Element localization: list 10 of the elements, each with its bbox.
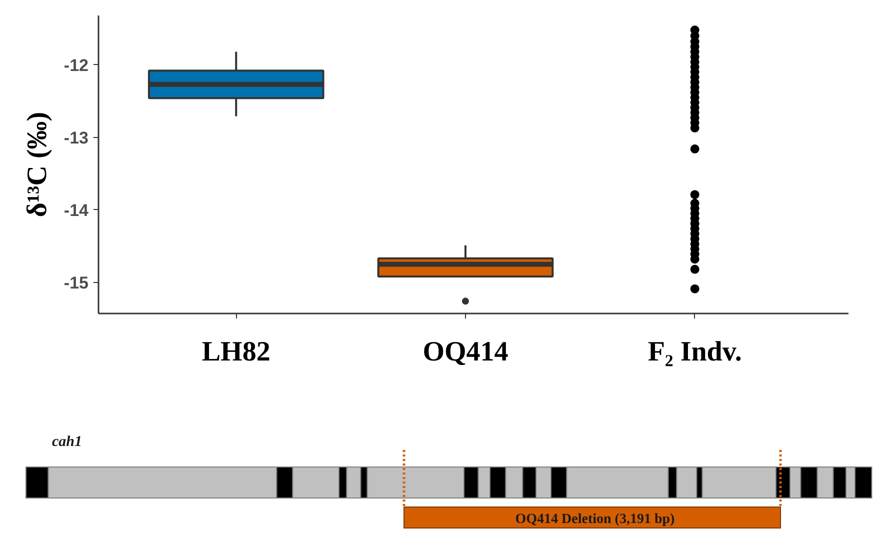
y-tick-label: -12 — [64, 56, 89, 75]
text: OQ414 Deletion (3,191 bp) — [515, 512, 676, 527]
x-tick-label: LH82 — [202, 336, 270, 368]
text: cah1 — [52, 434, 82, 450]
x-tick-label: OQ414 — [422, 336, 508, 368]
y-tick-label: -15 — [64, 273, 89, 292]
y-axis-title: δ¹³C (‰) — [22, 112, 53, 218]
x-tick-label: F₂ Indv. — [648, 336, 742, 368]
y-tick-label: -14 — [64, 200, 90, 220]
y-tick-label: -13 — [64, 128, 89, 148]
